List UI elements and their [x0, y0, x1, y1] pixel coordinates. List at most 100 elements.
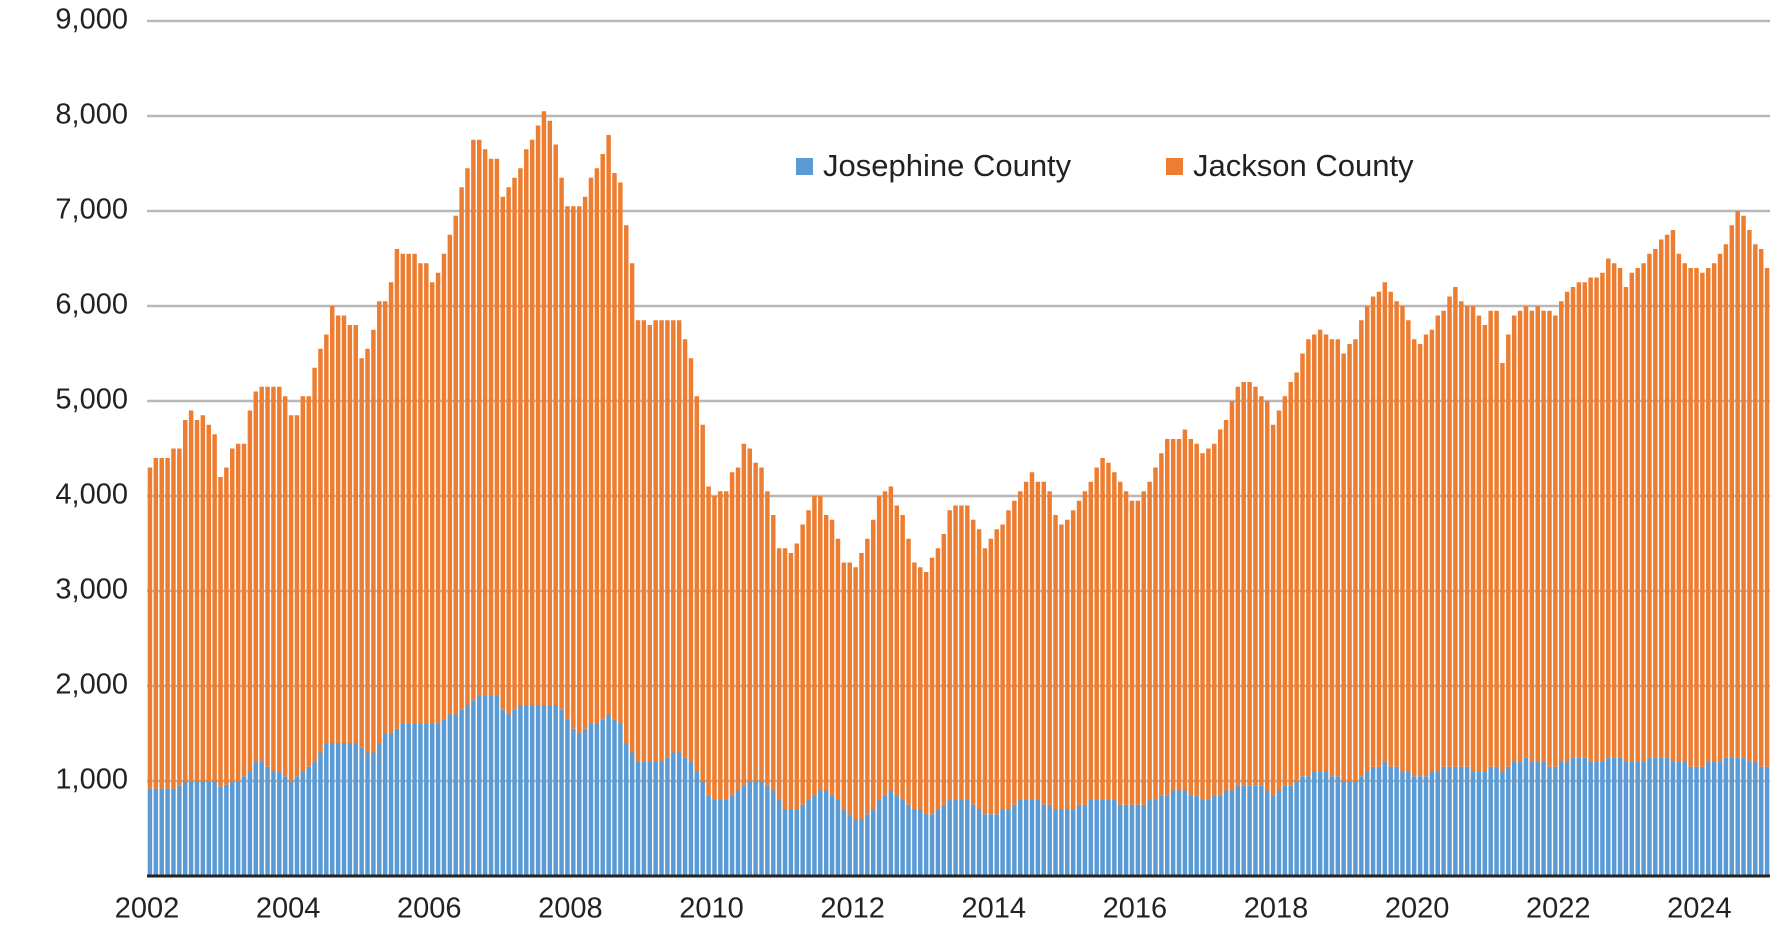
- bar: [377, 301, 382, 743]
- bar: [1241, 382, 1246, 786]
- bar: [1223, 420, 1229, 791]
- bar: [1588, 762, 1593, 876]
- bar: [1141, 491, 1146, 805]
- bar: [841, 562, 847, 810]
- bar: [706, 486, 711, 796]
- x-tick-label: 2014: [962, 893, 1027, 925]
- bar: [471, 139, 476, 701]
- bar: [1441, 766, 1446, 876]
- bar: [1500, 363, 1505, 772]
- bar: [653, 320, 658, 762]
- bar: [1535, 306, 1540, 762]
- bar: [1764, 268, 1770, 767]
- bar: [600, 719, 605, 876]
- bar: [953, 505, 958, 800]
- bar: [1018, 800, 1023, 876]
- bar: [1135, 804, 1141, 876]
- bar: [1217, 429, 1223, 796]
- bar: [247, 771, 253, 876]
- bar: [1070, 510, 1076, 810]
- bar: [335, 743, 341, 876]
- bar: [635, 320, 641, 762]
- bar: [1423, 334, 1429, 777]
- bar: [1417, 776, 1423, 876]
- bar: [1141, 804, 1146, 876]
- bar: [447, 234, 453, 715]
- bar: [1588, 277, 1593, 762]
- bar: [1088, 800, 1094, 876]
- bar: [1012, 500, 1017, 805]
- bar: [1641, 762, 1646, 876]
- bar: [365, 348, 370, 753]
- x-tick-label: 2012: [820, 893, 885, 925]
- bar: [1176, 439, 1182, 791]
- bar: [776, 800, 782, 876]
- bar: [976, 809, 982, 876]
- bar: [535, 125, 541, 705]
- bar: [429, 282, 435, 724]
- bar: [653, 762, 658, 876]
- bar: [147, 788, 153, 876]
- bar: [1629, 762, 1635, 876]
- bar: [847, 562, 852, 815]
- bar: [247, 410, 253, 772]
- bar: [794, 809, 800, 876]
- bar: [900, 800, 905, 876]
- bar: [1400, 306, 1405, 772]
- bar: [706, 795, 711, 876]
- bar: [870, 519, 876, 810]
- bar: [529, 705, 535, 876]
- bar: [1606, 258, 1611, 758]
- bar: [1482, 325, 1488, 772]
- bar: [212, 434, 217, 781]
- bar: [1212, 795, 1217, 876]
- bar: [882, 795, 888, 876]
- bar: [1200, 800, 1205, 876]
- bar: [1065, 519, 1070, 810]
- bar: [1129, 804, 1135, 876]
- bar: [1165, 439, 1170, 796]
- bar: [947, 510, 952, 800]
- bar: [1676, 762, 1682, 876]
- bar: [1570, 287, 1576, 758]
- bar: [1223, 790, 1229, 876]
- bar: [1300, 776, 1305, 876]
- bar: [241, 443, 247, 777]
- bar: [159, 788, 164, 876]
- bar: [512, 177, 517, 710]
- bar: [1647, 253, 1652, 758]
- bar: [741, 443, 747, 786]
- bar: [235, 781, 241, 876]
- bar: [1517, 310, 1523, 762]
- bar: [1411, 776, 1417, 876]
- bar: [888, 790, 894, 876]
- bar: [853, 819, 858, 876]
- bar: [1717, 762, 1723, 876]
- bar: [1106, 462, 1111, 800]
- bar: [1453, 287, 1458, 767]
- bar: [1247, 785, 1252, 876]
- bar: [1464, 766, 1470, 876]
- bar: [888, 486, 894, 791]
- bar: [1364, 771, 1370, 876]
- bar: [818, 790, 823, 876]
- bar: [876, 800, 882, 876]
- bar: [1682, 762, 1687, 876]
- bar: [647, 325, 653, 762]
- bar: [906, 538, 911, 805]
- bar: [400, 724, 406, 876]
- bar: [477, 139, 482, 696]
- bar: [1564, 291, 1570, 762]
- bar: [759, 467, 764, 781]
- bar: [182, 420, 188, 781]
- bar: [735, 790, 741, 876]
- bar: [612, 173, 617, 720]
- bar: [1658, 239, 1664, 758]
- x-tick-label: 2016: [1103, 893, 1168, 925]
- bar: [359, 358, 364, 748]
- bar: [547, 120, 553, 705]
- bar: [1353, 781, 1358, 876]
- bar: [688, 762, 694, 876]
- bar: [1553, 315, 1558, 767]
